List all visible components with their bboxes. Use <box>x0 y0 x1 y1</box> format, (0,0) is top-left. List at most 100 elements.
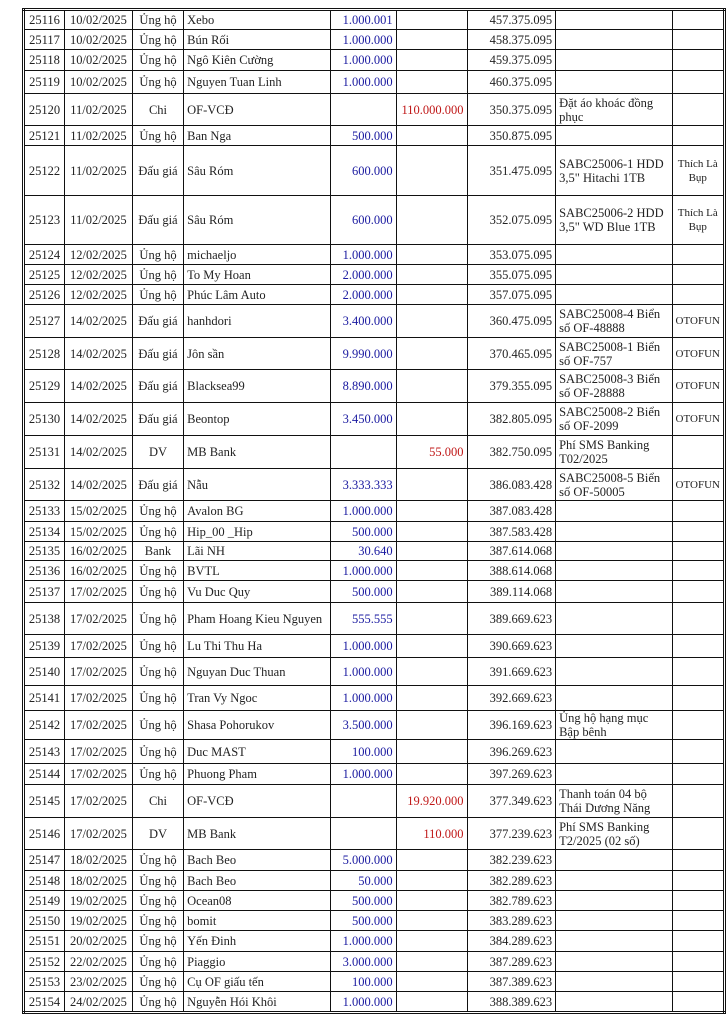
table-row: 25125 12/02/2025 Ủng hộ To My Hoan 2.000.000… <box>22 264 726 285</box>
entry-id: 25120 <box>22 93 66 126</box>
entry-id: 25119 <box>22 70 66 94</box>
expense-amount <box>395 195 468 245</box>
entry-tag <box>671 991 726 1013</box>
entry-id: 25145 <box>22 784 66 818</box>
table-row: 25119 10/02/2025 Ủng hộ Nguyen Tuan Linh 1.0… <box>22 70 726 94</box>
entry-tag <box>671 930 726 952</box>
entry-date: 12/02/2025 <box>64 264 133 285</box>
expense-amount <box>395 602 468 635</box>
entry-type: Ủng hộ <box>131 602 185 635</box>
balance: 389.114.068 <box>466 580 557 603</box>
entry-type: Ủng hộ <box>131 284 185 305</box>
balance: 350.375.095 <box>466 93 557 126</box>
entry-name: Vu Duc Quy <box>183 580 332 603</box>
balance: 382.750.095 <box>466 435 557 469</box>
entry-date: 10/02/2025 <box>64 70 133 94</box>
entry-id: 25139 <box>22 634 66 658</box>
entry-type: Ủng hộ <box>131 244 185 265</box>
entry-date: 14/02/2025 <box>64 435 133 469</box>
balance: 389.669.623 <box>466 602 557 635</box>
entry-tag <box>671 910 726 931</box>
ledger-body: 25116 10/02/2025 Ủng hộ Xebo 1.000.001 457.37… <box>22 9 726 1013</box>
table-row: 25145 17/02/2025 Chi OF-VCĐ 19.920.000 377.34… <box>22 784 726 818</box>
entry-date: 23/02/2025 <box>64 971 133 992</box>
entry-name: Phuong Pham <box>183 763 332 785</box>
entry-date: 10/02/2025 <box>64 29 133 50</box>
balance: 392.669.623 <box>466 685 557 711</box>
income-amount: 555.555 <box>330 602 397 635</box>
entry-name: Nguyen Tuan Linh <box>183 70 332 94</box>
entry-note <box>555 541 673 561</box>
expense-amount: 19.920.000 <box>395 784 468 818</box>
entry-note <box>555 125 673 146</box>
income-amount: 500.000 <box>330 910 397 931</box>
entry-name: Jôn sần <box>183 337 332 370</box>
income-amount: 600.000 <box>330 145 397 196</box>
table-row: 25116 10/02/2025 Ủng hộ Xebo 1.000.001 457.37… <box>22 9 726 30</box>
entry-type: Ủng hộ <box>131 849 185 871</box>
balance: 352.075.095 <box>466 195 557 245</box>
entry-date: 15/02/2025 <box>64 521 133 542</box>
balance: 370.465.095 <box>466 337 557 370</box>
entry-id: 25153 <box>22 971 66 992</box>
balance: 386.083.428 <box>466 468 557 501</box>
entry-date: 19/02/2025 <box>64 890 133 911</box>
entry-note <box>555 657 673 686</box>
table-row: 25146 17/02/2025 DV MB Bank 110.000 377.239.6… <box>22 817 726 850</box>
entry-date: 16/02/2025 <box>64 560 133 581</box>
expense-amount <box>395 910 468 931</box>
entry-tag <box>671 817 726 850</box>
entry-date: 17/02/2025 <box>64 657 133 686</box>
entry-id: 25131 <box>22 435 66 469</box>
entry-type: Ủng hộ <box>131 951 185 972</box>
table-row: 25121 11/02/2025 Ủng hộ Ban Nga 500.000 350.8… <box>22 125 726 146</box>
entry-name: Phúc Lâm Auto <box>183 284 332 305</box>
income-amount: 1.000.000 <box>330 657 397 686</box>
entry-type: Ủng hộ <box>131 521 185 542</box>
entry-date: 18/02/2025 <box>64 849 133 871</box>
entry-id: 25144 <box>22 763 66 785</box>
entry-name: Sâu Róm <box>183 195 332 245</box>
entry-note <box>555 244 673 265</box>
table-row: 25138 17/02/2025 Ủng hộ Pham Hoang Kieu Ngu… <box>22 602 726 635</box>
expense-amount <box>395 560 468 581</box>
entry-type: Ủng hộ <box>131 634 185 658</box>
entry-date: 17/02/2025 <box>64 784 133 818</box>
entry-note <box>555 70 673 94</box>
income-amount: 3.333.333 <box>330 468 397 501</box>
entry-id: 25125 <box>22 264 66 285</box>
entry-name: Hip_00 _Hip <box>183 521 332 542</box>
entry-note: Thanh toán 04 bộ Thái Dương Năng <box>555 784 673 818</box>
entry-note <box>555 951 673 972</box>
entry-note <box>555 521 673 542</box>
entry-note <box>555 602 673 635</box>
entry-tag <box>671 264 726 285</box>
balance: 382.289.623 <box>466 870 557 891</box>
entry-id: 25149 <box>22 890 66 911</box>
expense-amount: 110.000.000 <box>395 93 468 126</box>
entry-type: Ủng hộ <box>131 70 185 94</box>
expense-amount <box>395 468 468 501</box>
entry-tag: Thích Là Bụp <box>671 145 726 196</box>
entry-note: SABC25008-2 Biển số OF-2099 <box>555 402 673 436</box>
balance: 382.239.623 <box>466 849 557 871</box>
expense-amount <box>395 685 468 711</box>
entry-note: Đặt áo khoác đồng phục <box>555 93 673 126</box>
entry-date: 11/02/2025 <box>64 145 133 196</box>
entry-type: Đấu giá <box>131 145 185 196</box>
income-amount: 500.000 <box>330 890 397 911</box>
entry-tag: OTOFUN <box>671 304 726 338</box>
entry-id: 25136 <box>22 560 66 581</box>
entry-type: Đấu giá <box>131 369 185 403</box>
entry-type: Ủng hộ <box>131 763 185 785</box>
expense-amount <box>395 244 468 265</box>
entry-name: bomit <box>183 910 332 931</box>
table-row: 25139 17/02/2025 Ủng hộ Lu Thi Thu Ha 1.000.… <box>22 634 726 658</box>
entry-note: SABC25006-2 HDD 3,5" WD Blue 1TB <box>555 195 673 245</box>
balance: 357.075.095 <box>466 284 557 305</box>
entry-date: 20/02/2025 <box>64 930 133 952</box>
entry-name: Avalon BG <box>183 500 332 522</box>
entry-tag <box>671 710 726 740</box>
balance: 388.614.068 <box>466 560 557 581</box>
table-row: 25128 14/02/2025 Đấu giá Jôn sần 9.990.000 37… <box>22 337 726 370</box>
